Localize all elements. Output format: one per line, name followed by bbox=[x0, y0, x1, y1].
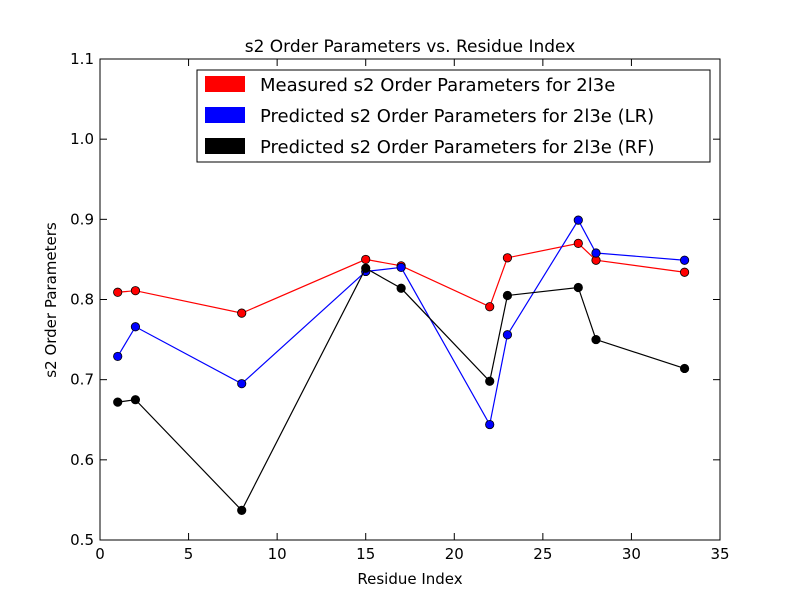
data-point bbox=[237, 308, 247, 318]
data-point bbox=[396, 283, 406, 293]
legend-label: Predicted s2 Order Parameters for 2l3e (… bbox=[260, 106, 654, 127]
data-point bbox=[113, 351, 123, 362]
data-point bbox=[130, 286, 141, 296]
x-tick-label: 25 bbox=[533, 545, 552, 563]
legend-box bbox=[196, 69, 711, 163]
data-point bbox=[591, 248, 601, 258]
y-tick-label: 0.6 bbox=[70, 451, 94, 469]
data-point bbox=[237, 505, 247, 515]
legend-swatch bbox=[205, 76, 245, 92]
y-tick-label: 0.8 bbox=[70, 291, 94, 309]
data-point bbox=[361, 263, 371, 273]
data-point bbox=[396, 262, 406, 273]
chart-title: s2 Order Parameters vs. Residue Index bbox=[245, 37, 576, 57]
x-tick-label: 15 bbox=[356, 545, 375, 563]
axis-ticks: 0 5 10 15 20 25 30 35 0.5 0.6 0.7 0.8 0.9 1.0 1.1 bbox=[70, 50, 729, 563]
data-point bbox=[485, 302, 495, 312]
series-3 bbox=[113, 263, 690, 515]
data-point bbox=[573, 215, 583, 225]
y-axis-label: s2 Order Parameters bbox=[42, 222, 60, 378]
data-point bbox=[573, 282, 583, 293]
x-tick-label: 10 bbox=[268, 545, 287, 563]
series-2 bbox=[113, 215, 690, 430]
legend-label: Measured s2 Order Parameters for 2l3e bbox=[260, 75, 615, 96]
legend: Measured s2 Order Parameters for 2l3e Pre… bbox=[196, 69, 711, 163]
x-tick-label: 0 bbox=[95, 545, 105, 563]
legend-label: Predicted s2 Order Parameters for 2l3e (… bbox=[260, 137, 654, 158]
y-tick-label: 0.9 bbox=[70, 210, 94, 228]
data-point bbox=[679, 267, 690, 277]
y-tick-label: 1.0 bbox=[70, 130, 94, 148]
y-tick-label: 1.1 bbox=[70, 50, 94, 68]
data-point bbox=[113, 397, 123, 407]
plot-area: 0 5 10 15 20 25 30 35 0.5 0.6 0.7 0.8 0.9 1.0 1.1 bbox=[70, 50, 729, 563]
data-point bbox=[679, 363, 690, 374]
data-point bbox=[361, 254, 371, 265]
data-point bbox=[113, 287, 123, 297]
y-tick-label: 0.7 bbox=[70, 371, 94, 389]
data-point bbox=[591, 334, 601, 345]
x-tick-label: 30 bbox=[622, 545, 641, 563]
data-point bbox=[573, 238, 583, 248]
data-point bbox=[485, 376, 495, 386]
data-point bbox=[679, 255, 690, 265]
series-line bbox=[117, 218, 685, 427]
x-tick-label: 5 bbox=[184, 545, 194, 563]
series-line bbox=[117, 267, 685, 512]
x-axis-label: Residue Index bbox=[357, 570, 462, 588]
y-tick-label: 0.5 bbox=[70, 531, 94, 549]
series-line bbox=[117, 242, 685, 314]
legend-swatch bbox=[205, 138, 245, 154]
data-point bbox=[502, 330, 513, 340]
data-point bbox=[502, 253, 513, 263]
data-point bbox=[130, 322, 141, 332]
series-1 bbox=[113, 238, 690, 318]
x-tick-label: 20 bbox=[445, 545, 464, 563]
data-point bbox=[485, 419, 495, 430]
data-point bbox=[502, 290, 513, 301]
x-tick-label: 35 bbox=[710, 545, 729, 563]
series-layer bbox=[113, 215, 690, 515]
data-point bbox=[237, 379, 247, 389]
legend-swatch bbox=[205, 107, 245, 123]
data-point bbox=[130, 395, 141, 405]
